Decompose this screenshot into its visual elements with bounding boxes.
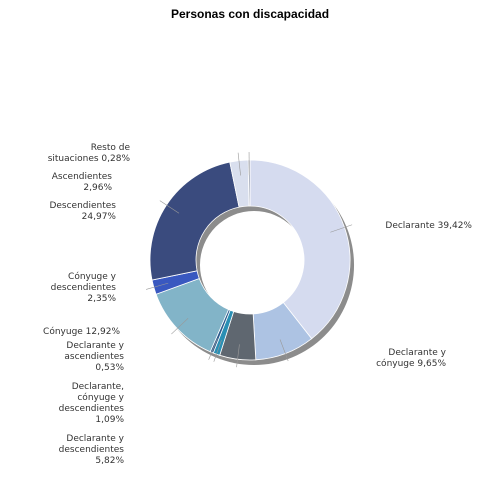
leader-line-7 bbox=[159, 200, 180, 214]
leader-line-3 bbox=[213, 339, 222, 362]
leader-line-2 bbox=[236, 344, 240, 368]
slice-label-9: Resto de situaciones 0,28% bbox=[48, 143, 131, 164]
slice-label-3: Declarante, cónyuge y descendientes 1,09% bbox=[59, 382, 125, 425]
slice-label-2: Declarante y descendientes 5,82% bbox=[59, 434, 125, 466]
slice-label-1: Declarante y cónyuge 9,65% bbox=[376, 348, 447, 369]
slice-label-0: Declarante 39,42% bbox=[385, 221, 472, 231]
slice-7 bbox=[149, 161, 240, 281]
slice-label-5: Cónyuge 12,92% bbox=[43, 326, 120, 337]
leader-line-8 bbox=[237, 152, 241, 176]
chart-title: Personas con discapacidad bbox=[171, 7, 329, 21]
slice-label-7: Descendientes 24,97% bbox=[49, 201, 116, 222]
slice-labels: Declarante 39,42% Declarante y cónyuge 9,6… bbox=[43, 143, 472, 466]
slice-0 bbox=[249, 159, 351, 340]
slice-label-6: Cónyuge y descendientes 2,35% bbox=[51, 271, 117, 304]
slice-label-4: Declarante y ascendientes 0,53% bbox=[64, 341, 124, 373]
slice-label-8: Ascendientes 2,96% bbox=[52, 172, 113, 193]
leader-line-1 bbox=[279, 339, 289, 362]
leader-line-0 bbox=[330, 224, 353, 233]
leader-line-6 bbox=[145, 282, 169, 290]
leader-line-4 bbox=[208, 338, 218, 360]
donut-slices bbox=[149, 159, 351, 361]
leader-lines bbox=[145, 152, 353, 368]
leader-line-5 bbox=[171, 318, 189, 335]
